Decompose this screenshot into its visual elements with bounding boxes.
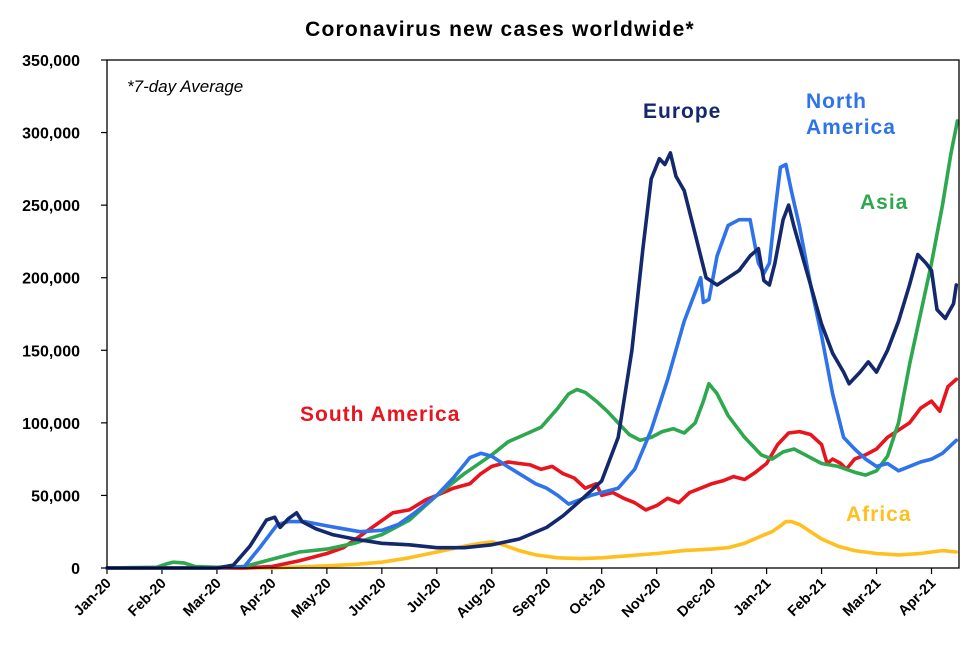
- x-tick-label: Nov-20: [619, 576, 665, 622]
- label-north: North: [806, 90, 867, 113]
- y-tick-label: 250,000: [22, 198, 80, 215]
- x-tick-label: Feb-21: [785, 576, 829, 620]
- x-tick-label: May-20: [289, 576, 335, 622]
- y-tick-label: 100,000: [22, 416, 80, 433]
- chart-title: Coronavirus new cases worldwide*: [305, 18, 695, 41]
- x-tick-label: Sep-20: [510, 576, 555, 621]
- series-lines: [105, 119, 960, 570]
- x-tick-label: Feb-20: [125, 576, 169, 620]
- series-labels: Europe North America Asia South America …: [300, 90, 912, 526]
- x-tick-label: Dec-20: [675, 576, 720, 621]
- series-line-north-america: [105, 162, 959, 570]
- series-line-south-america: [105, 377, 959, 570]
- label-europe: Europe: [643, 100, 721, 123]
- x-tick-label: Oct-20: [566, 576, 609, 619]
- series-line-europe: [105, 151, 959, 570]
- label-africa: Africa: [846, 503, 912, 526]
- x-tick-label: Apr-21: [896, 576, 940, 620]
- y-axis: 0 50,000 100,000 150,000 200,000 250,000 300,0…: [22, 53, 107, 578]
- y-tick-label: 350,000: [22, 53, 80, 70]
- x-tick-label: Aug-20: [454, 576, 500, 622]
- x-tick-label: Jun-20: [345, 576, 389, 620]
- y-tick-label: 200,000: [22, 271, 80, 288]
- x-tick-label: Apr-20: [236, 576, 280, 620]
- label-asia: Asia: [860, 191, 908, 214]
- y-tick-label: 0: [71, 561, 80, 578]
- y-tick-label: 150,000: [22, 343, 80, 360]
- y-tick-label: 50,000: [31, 488, 80, 505]
- x-tick-label: Jul-20: [404, 576, 445, 617]
- label-america: America: [806, 116, 896, 139]
- label-south-america: South America: [300, 403, 460, 426]
- x-tick-label: Mar-21: [840, 576, 884, 620]
- x-axis: Jan-20 Feb-20 Mar-20 Apr-20 May-20 Jun-20 Jul-…: [71, 568, 939, 622]
- series-line-africa: [105, 519, 959, 570]
- y-tick-label: 300,000: [22, 126, 80, 143]
- series-line-asia: [105, 119, 960, 570]
- x-tick-label: Jan-21: [731, 576, 775, 620]
- x-tick-label: Mar-20: [180, 576, 224, 620]
- chart-annotation: *7-day Average: [127, 77, 243, 96]
- x-tick-label: Jan-20: [71, 576, 115, 620]
- plot-frame: [106, 59, 960, 569]
